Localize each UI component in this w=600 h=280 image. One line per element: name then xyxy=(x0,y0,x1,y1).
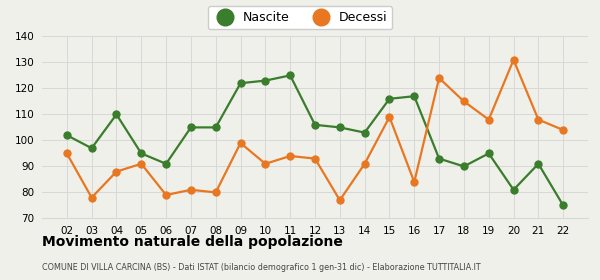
Text: Movimento naturale della popolazione: Movimento naturale della popolazione xyxy=(42,235,343,249)
Legend: Nascite, Decessi: Nascite, Decessi xyxy=(208,6,392,29)
Text: COMUNE DI VILLA CARCINA (BS) - Dati ISTAT (bilancio demografico 1 gen-31 dic) - : COMUNE DI VILLA CARCINA (BS) - Dati ISTA… xyxy=(42,263,481,272)
